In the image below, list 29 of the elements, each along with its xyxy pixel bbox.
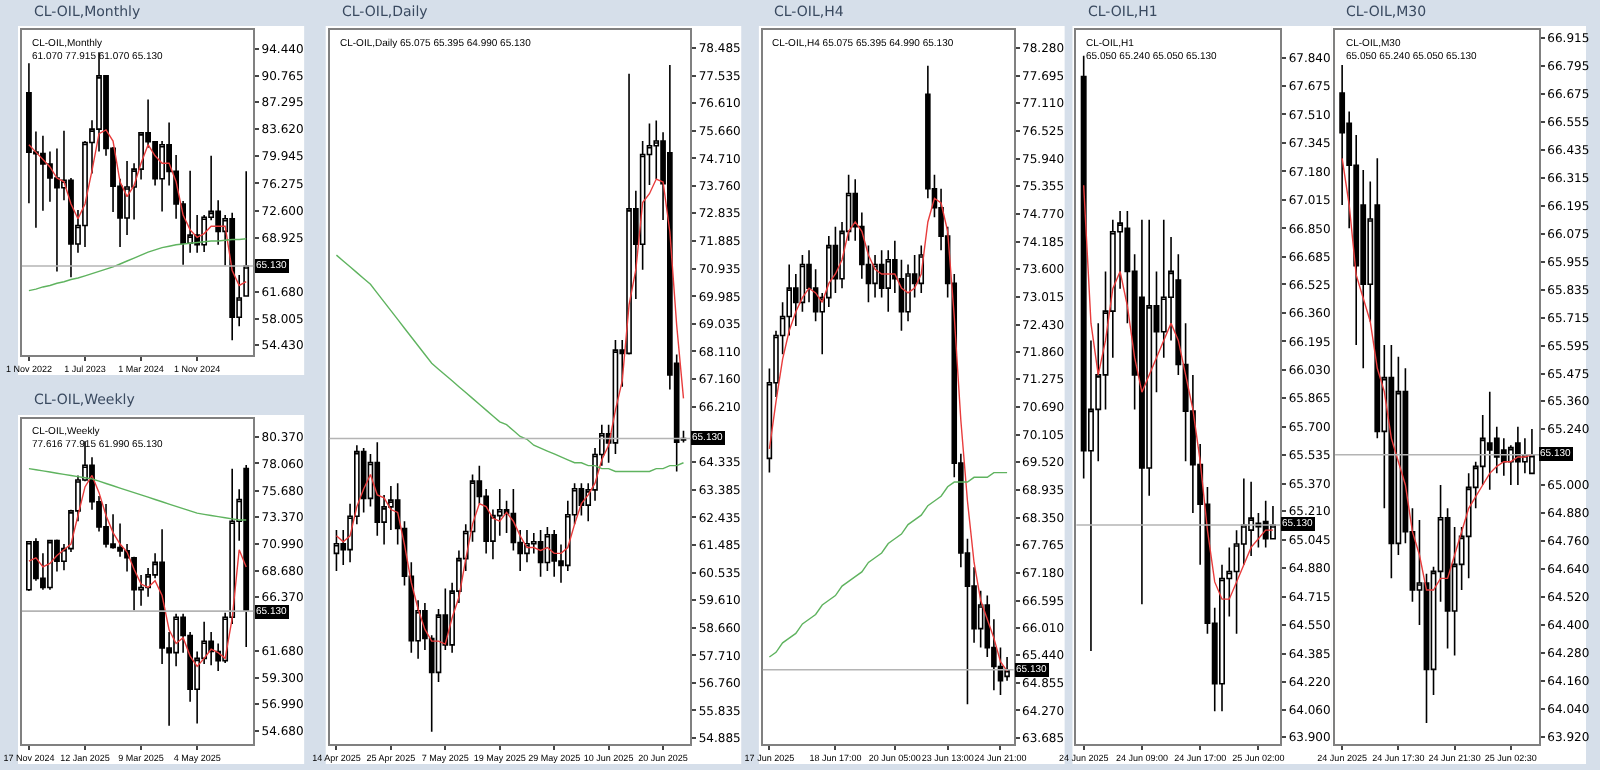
candlestick bbox=[1486, 390, 1493, 491]
line-series bbox=[28, 238, 247, 292]
candlestick bbox=[1269, 505, 1276, 540]
line-series bbox=[28, 474, 247, 668]
line-series bbox=[768, 197, 1008, 672]
candlestick bbox=[1529, 428, 1535, 475]
candlestick bbox=[47, 539, 53, 591]
candlestick bbox=[885, 249, 892, 313]
line-series bbox=[1341, 157, 1533, 591]
candlestick bbox=[374, 441, 381, 537]
candlestick bbox=[103, 503, 109, 549]
candlestick bbox=[905, 263, 911, 323]
candlestick bbox=[243, 464, 250, 648]
candlestick bbox=[1514, 425, 1521, 486]
candlestick bbox=[524, 529, 530, 563]
line-series bbox=[28, 467, 247, 521]
line-series bbox=[335, 178, 685, 645]
line-series bbox=[28, 129, 247, 287]
candlestick bbox=[1138, 218, 1145, 606]
candlestick bbox=[872, 254, 878, 299]
candlestick bbox=[26, 540, 32, 592]
candlestick bbox=[1248, 481, 1255, 557]
candlestick bbox=[229, 212, 236, 342]
line-series bbox=[335, 254, 685, 473]
candlestick bbox=[551, 529, 558, 578]
candlestick bbox=[333, 529, 340, 572]
line-series bbox=[1082, 184, 1274, 600]
line-series bbox=[768, 471, 1008, 658]
candlestick bbox=[1388, 344, 1395, 580]
